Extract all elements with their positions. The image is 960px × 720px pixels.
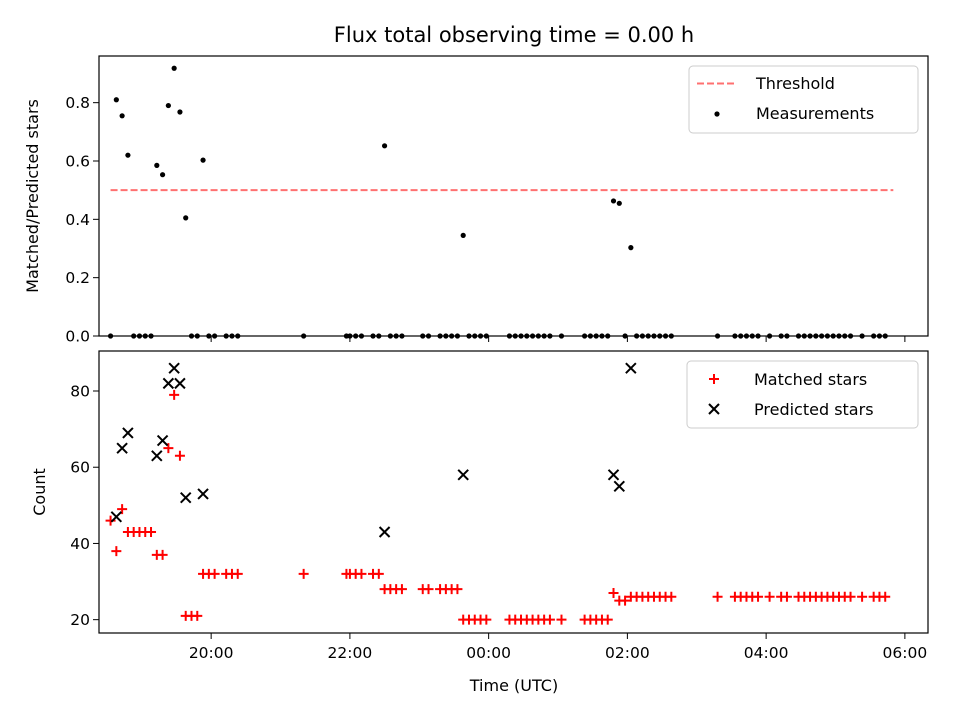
bottom-legend-box <box>686 360 919 429</box>
predicted-star-marker <box>110 511 123 523</box>
measurement-point <box>159 172 166 178</box>
top-y-axis-label: Matched/Predicted stars <box>23 99 42 293</box>
matched-star-marker <box>373 568 384 579</box>
predicted-star-marker <box>197 488 209 500</box>
legend-matched-swatch <box>709 374 719 384</box>
matched-star-marker <box>602 614 613 625</box>
x-tick-label: 02:00 <box>605 644 650 662</box>
legend-predicted-label: Predicted stars <box>754 400 874 419</box>
matched-star-marker <box>857 591 868 602</box>
top-panel: 0.00.20.40.60.8 Matched/Predicted stars … <box>23 55 929 346</box>
matched-star-marker <box>396 584 407 595</box>
bottom-series-layer <box>105 362 891 625</box>
matched-star-marker <box>556 614 567 625</box>
top-y-tick-label: 0.0 <box>65 328 90 346</box>
x-tick-label: 06:00 <box>883 644 928 662</box>
legend-measurements-label: Measurements <box>756 104 874 123</box>
matched-star-marker <box>298 568 309 579</box>
predicted-star-marker <box>625 362 637 374</box>
predicted-star-marker <box>180 492 192 504</box>
top-legend: Threshold Measurements <box>688 65 919 134</box>
legend-matched-label: Matched stars <box>754 370 867 389</box>
matched-star-marker <box>356 568 367 579</box>
measurement-point <box>460 232 466 238</box>
measurement-point <box>616 200 622 206</box>
measurement-point <box>171 65 177 71</box>
matched-star-marker <box>146 527 157 538</box>
x-tick-label: 20:00 <box>189 644 234 662</box>
matched-star-marker <box>423 584 434 595</box>
x-axis-label: Time (UTC) <box>469 676 558 695</box>
bottom-y-axis-label: Count <box>30 468 49 516</box>
matched-star-marker <box>481 614 492 625</box>
top-y-tick-label: 0.4 <box>65 211 90 229</box>
predicted-star-marker <box>168 362 180 374</box>
predicted-star-marker <box>156 434 169 447</box>
matched-star-marker <box>712 591 723 602</box>
matched-star-marker <box>608 587 619 598</box>
measurement-point <box>113 97 119 103</box>
matched-star-marker <box>192 610 203 621</box>
matched-star-marker <box>117 504 128 515</box>
measurement-point <box>154 162 160 168</box>
legend-measurements-swatch <box>714 111 720 117</box>
matched-star-marker <box>157 549 168 560</box>
measurement-point <box>177 109 183 115</box>
predicted-star-marker <box>151 450 163 462</box>
predicted-star-marker <box>174 377 186 390</box>
matched-star-marker <box>620 595 631 606</box>
matched-star-marker <box>781 591 792 602</box>
measurement-point <box>183 215 189 221</box>
bottom-axis-ticks: 20 40 60 80 20:00 22:00 00:00 02:00 04:00 06:00 <box>70 383 927 662</box>
bottom-legend: Matched stars Predicted stars <box>686 360 919 429</box>
measurement-point <box>628 245 634 251</box>
matched-star-marker <box>666 591 677 602</box>
x-tick-label: 00:00 <box>466 644 511 662</box>
top-plot-frame <box>98 55 929 337</box>
predicted-star-marker <box>613 480 626 492</box>
bottom-panel: 20 40 60 80 20:00 22:00 00:00 02:00 04:00 06:00 C… <box>30 350 929 695</box>
bottom-plot-frame <box>98 350 929 634</box>
matched-star-marker <box>111 546 122 557</box>
top-axis-ticks: 0.0 0.2 0.4 0.6 0.8 <box>65 94 906 346</box>
bottom-y-tick-label: 60 <box>70 459 90 477</box>
matched-star-marker <box>880 591 891 602</box>
top-y-tick-label: 0.8 <box>65 94 90 112</box>
measurement-point <box>165 102 171 109</box>
measurement-point <box>125 152 131 158</box>
matched-star-marker <box>845 591 856 602</box>
top-y-tick-label: 0.2 <box>65 269 90 287</box>
x-tick-label: 22:00 <box>328 644 373 662</box>
measurement-point <box>381 143 388 149</box>
legend-predicted-swatch <box>708 403 720 415</box>
matched-star-marker <box>753 591 764 602</box>
matched-star-marker <box>209 568 220 579</box>
bottom-y-tick-label: 80 <box>70 383 90 401</box>
matched-star-marker <box>764 591 775 602</box>
matched-star-marker <box>169 389 180 400</box>
legend-threshold-label: Threshold <box>755 74 835 93</box>
matched-star-marker <box>163 443 174 454</box>
bottom-y-tick-label: 40 <box>70 535 90 553</box>
measurement-point <box>610 198 617 204</box>
predicted-star-marker <box>116 442 128 454</box>
matched-star-marker <box>174 450 185 461</box>
top-chart-title: Flux total observing time = 0.00 h <box>334 23 694 47</box>
x-tick-label: 04:00 <box>744 644 789 662</box>
predicted-star-marker <box>457 469 469 481</box>
predicted-star-marker <box>378 526 391 538</box>
predicted-star-marker <box>162 377 175 390</box>
measurement-point <box>119 113 125 119</box>
matched-star-marker <box>452 584 463 595</box>
top-y-tick-label: 0.6 <box>65 153 90 171</box>
matched-star-marker <box>544 614 555 625</box>
bottom-y-tick-label: 20 <box>70 611 90 629</box>
matched-star-marker <box>232 568 243 579</box>
measurement-point <box>200 157 206 163</box>
predicted-star-marker <box>122 427 134 439</box>
top-legend-box <box>688 65 919 134</box>
predicted-star-marker <box>607 469 620 481</box>
